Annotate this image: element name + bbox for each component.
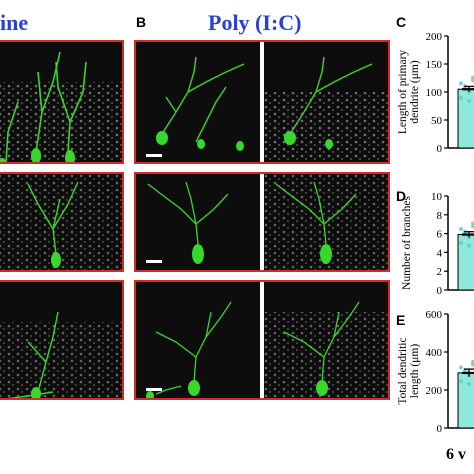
panel-label-d: D [396,188,407,204]
panel-label-b: B [136,14,147,30]
y-tick-label: 400 [426,347,443,359]
data-point [459,365,463,370]
data-point [471,359,474,364]
neuron-image [0,311,122,398]
data-point [467,243,471,248]
y-tick-label: 50 [431,115,443,127]
saline-micrograph-3 [0,280,124,400]
y-tick-label: 200 [426,385,443,397]
panel-label-e: E [396,312,406,328]
saline-micrograph-1 [0,40,124,164]
chart-d: Number of branches 0 2 4 6 8 10 [401,191,474,297]
chart-e: Total dendritic length (μm) 0 200 400 600 [397,309,474,435]
y-tick-label: 6 [437,229,443,241]
neuron-image [0,51,122,162]
merged-channel [264,282,388,398]
data-point [467,381,471,386]
green-channel [136,174,260,270]
data-point [459,81,463,86]
data-point [459,96,463,101]
y-tick-label: 4 [437,247,443,259]
data-point [467,98,471,103]
merged-channel [264,42,388,162]
data-point [459,240,463,245]
data-point [471,75,474,80]
panel-label-c: C [396,14,407,30]
scale-bar [146,260,162,263]
data-point [467,90,471,95]
group-header-polyic: Poly (I:C) [208,10,302,35]
y-tick-label: 0 [437,423,443,435]
y-tick-label: 600 [426,309,443,321]
y-tick-label: 8 [437,210,443,222]
y-tick-label: 200 [426,31,443,43]
y-tick-label: 0 [437,285,443,297]
data-point [459,379,463,384]
y-axis-title: length (μm) [409,344,421,399]
polyic-micrograph-1 [134,40,390,164]
y-axis-title: Number of branches [401,196,413,290]
polyic-micrograph-3 [134,280,390,400]
y-tick-label: 0 [437,143,443,155]
scale-bar [146,388,162,391]
scale-bar [146,154,162,157]
y-axis-title: dendrite (μm) [409,60,421,123]
panel-divider [260,42,264,162]
panel-divider [260,282,264,398]
neuron-image [0,174,122,270]
green-channel [136,282,260,398]
chart-c: Length of primary dendrite (μm) 0 50 100 150 2… [397,31,474,155]
y-tick-label: 2 [437,266,443,278]
data-point [459,226,463,231]
y-tick-label: 100 [426,87,443,99]
y-tick-label: 150 [426,59,443,71]
green-channel [136,42,260,162]
y-axis-title: Length of primary [397,50,409,135]
y-tick-label: 10 [431,191,443,203]
panel-divider [260,174,264,270]
data-point [471,221,474,226]
y-axis-title: Total dendritic [397,337,409,404]
merged-channel [264,174,388,270]
polyic-micrograph-2 [134,172,390,272]
group-axis-label: 6 v [446,446,466,463]
group-header-saline: ine [0,10,29,35]
saline-micrograph-2 [0,172,124,272]
